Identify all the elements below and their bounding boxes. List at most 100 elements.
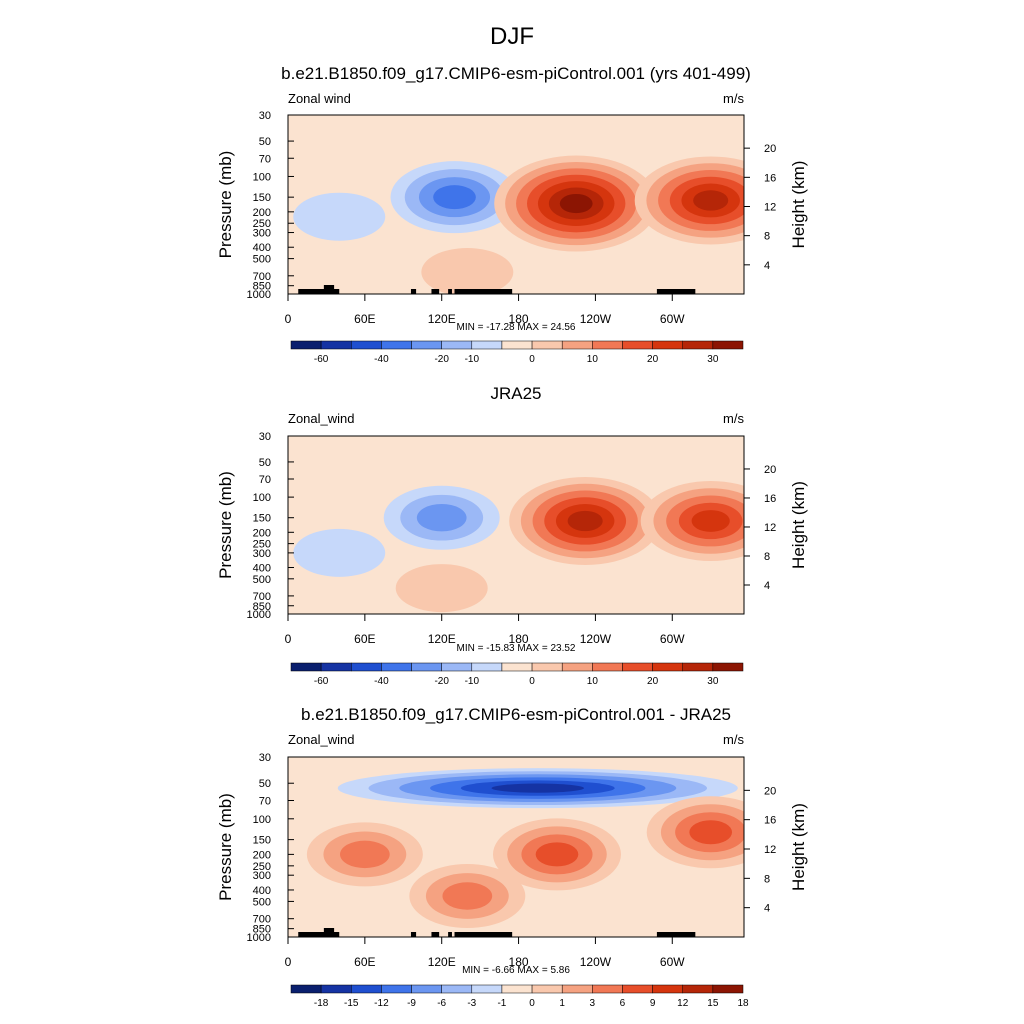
colorbar-label: 15 <box>707 998 719 1009</box>
colorbar: -60 -40 -20 -10 0 10 20 30 <box>290 340 744 365</box>
colorbar-label: -6 <box>437 998 446 1009</box>
contour-level <box>567 510 603 532</box>
colorbar-label: 10 <box>587 676 599 687</box>
y-tick-label: 50 <box>259 457 271 469</box>
topography-bar <box>431 289 440 294</box>
y-tick-label: 250 <box>253 861 271 873</box>
y-tick-label: 400 <box>253 242 271 254</box>
topography-peak <box>323 928 335 937</box>
topography-bar <box>448 932 452 937</box>
x-tick-label: 60E <box>354 632 375 646</box>
y-tick-label: 30 <box>259 110 271 122</box>
colorbar-box <box>531 662 563 672</box>
y-tick-label: 150 <box>253 513 271 525</box>
colorbar-label: -1 <box>497 998 506 1009</box>
y-tick-label: 850 <box>253 601 271 613</box>
y-tick-label: 30 <box>259 752 271 764</box>
colorbar-box <box>351 340 382 350</box>
x-tick-label: 60E <box>354 955 375 969</box>
height-tick-label: 4 <box>764 580 770 592</box>
y-tick-label: 500 <box>253 574 271 586</box>
height-tick-label: 20 <box>764 143 776 155</box>
colorbar-box <box>351 984 382 994</box>
colorbar-box <box>531 340 563 350</box>
colorbar-box <box>441 340 473 350</box>
colorbar-box <box>652 340 683 350</box>
contour-field <box>288 757 744 937</box>
colorbar-label: -60 <box>314 676 329 687</box>
colorbar-label: -9 <box>407 998 416 1009</box>
colorbar-box <box>411 340 442 350</box>
colorbar-label: -3 <box>467 998 476 1009</box>
panel-title: JRA25 <box>490 384 541 403</box>
contour-level <box>691 510 730 532</box>
panel-variable-label: Zonal_wind <box>288 732 355 747</box>
contour-field <box>288 436 744 614</box>
colorbar-box <box>652 984 683 994</box>
x-tick-label: 120E <box>428 632 456 646</box>
stats-label: MIN = -15.83 MAX = 23.52 <box>457 643 576 654</box>
colorbar-label: 30 <box>707 354 719 365</box>
colorbar-box <box>411 662 442 672</box>
panel-title: b.e21.B1850.f09_g17.CMIP6-esm-piControl.… <box>301 705 731 724</box>
colorbar-label: 0 <box>529 354 535 365</box>
y-tick-label: 70 <box>259 474 271 486</box>
colorbar-box <box>622 340 653 350</box>
colorbar-box <box>682 662 714 672</box>
y-tick-label: 30 <box>259 431 271 443</box>
colorbar-label: 30 <box>707 676 719 687</box>
colorbar-label: 18 <box>737 998 749 1009</box>
colorbar-label: -60 <box>314 354 329 365</box>
colorbar-box <box>561 662 593 672</box>
colorbar-box <box>351 662 382 672</box>
x-tick-label: 180 <box>509 955 529 969</box>
colorbar-box <box>441 662 473 672</box>
panel-units-label: m/s <box>723 91 744 106</box>
colorbar-box <box>682 340 714 350</box>
x-tick-label: 180 <box>509 632 529 646</box>
colorbar-label: 1 <box>559 998 565 1009</box>
contour-level <box>491 783 584 793</box>
height-tick-label: 20 <box>764 785 776 797</box>
colorbar-box <box>320 984 352 994</box>
topography-bar <box>656 289 696 294</box>
colorbar-label: -12 <box>374 998 389 1009</box>
colorbar-box <box>320 340 352 350</box>
x-tick-label: 120E <box>428 955 456 969</box>
stats-label: MIN = -17.28 MAX = 24.56 <box>457 322 576 333</box>
contour-level <box>689 820 733 845</box>
colorbar-label: 9 <box>650 998 656 1009</box>
panel-units-label: m/s <box>723 411 744 426</box>
y-tick-label: 100 <box>253 492 271 504</box>
y-tick-label: 400 <box>253 562 271 574</box>
colorbar-box <box>712 340 744 350</box>
colorbar: -60 -40 -20 -10 0 10 20 30 <box>290 662 744 687</box>
contour-level <box>293 528 386 577</box>
height-tick-label: 8 <box>764 551 770 563</box>
colorbar-label: -20 <box>434 676 449 687</box>
y-tick-label: 100 <box>253 814 271 826</box>
topography-peak <box>323 285 335 294</box>
colorbar-label: -10 <box>465 676 480 687</box>
y-tick-label: 150 <box>253 835 271 847</box>
panels: b.e21.B1850.f09_g17.CMIP6-esm-piControl.… <box>216 64 808 1009</box>
x-tick-label: 60E <box>354 312 375 326</box>
colorbar-box <box>471 340 503 350</box>
y-tick-label: 70 <box>259 795 271 807</box>
y-tick-label: 1000 <box>247 609 271 621</box>
colorbar-box <box>290 662 322 672</box>
colorbar-box <box>381 662 412 672</box>
contour-level <box>693 190 729 211</box>
x-tick-label: 0 <box>285 955 292 969</box>
colorbar-box <box>441 984 473 994</box>
y-tick-label: 700 <box>253 271 271 283</box>
colorbar-box <box>411 984 442 994</box>
contour-level <box>442 882 493 910</box>
y-tick-label: 850 <box>253 924 271 936</box>
y-tick-label: 200 <box>253 527 271 539</box>
contour-level <box>559 193 593 214</box>
colorbar-box <box>561 340 593 350</box>
colorbar-box <box>712 662 744 672</box>
y-tick-label: 50 <box>259 778 271 790</box>
y-tick-label: 300 <box>253 870 271 882</box>
